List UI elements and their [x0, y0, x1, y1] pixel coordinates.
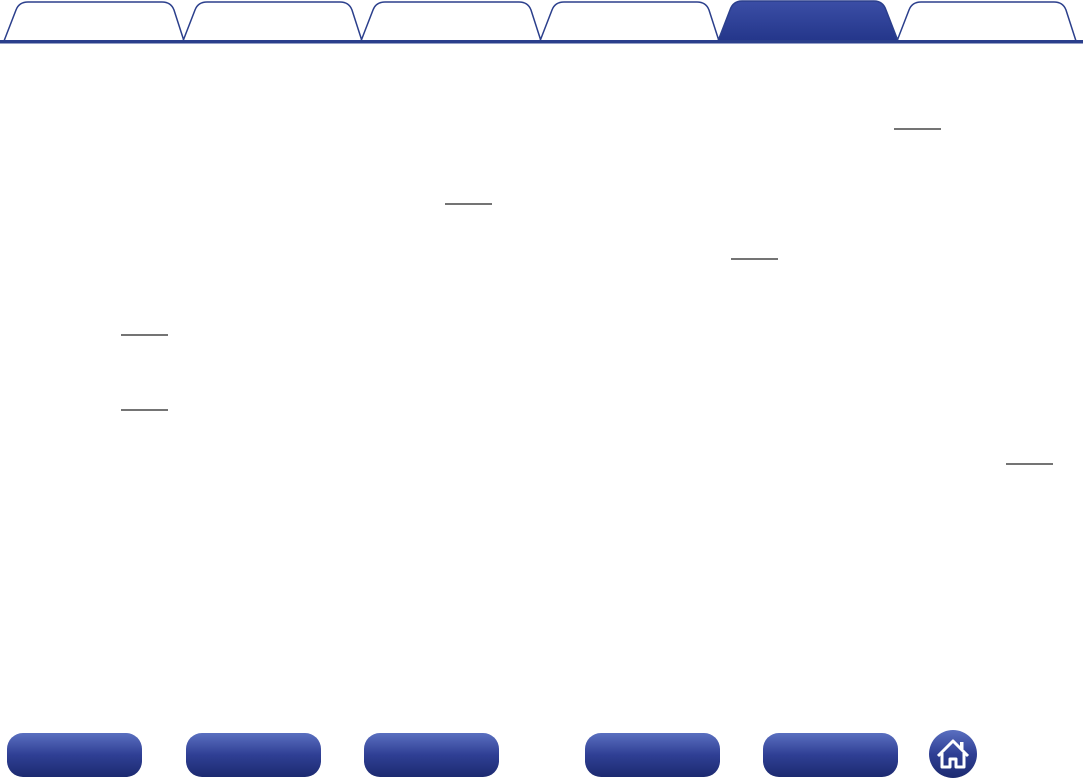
home-button[interactable] — [929, 730, 977, 778]
bottom-nav — [7, 730, 977, 778]
tab[interactable] — [895, 1, 1078, 42]
nav-button[interactable] — [186, 733, 321, 777]
home-chimney — [960, 742, 964, 749]
links — [121, 128, 1053, 465]
tab-active[interactable] — [716, 0, 900, 42]
tab[interactable] — [538, 1, 721, 42]
tab[interactable] — [359, 1, 543, 42]
nav-button[interactable] — [763, 733, 898, 777]
nav-button[interactable] — [7, 733, 142, 777]
tab-bar — [0, 0, 1083, 44]
home-circle — [929, 730, 977, 778]
nav-button[interactable] — [585, 733, 720, 777]
tab[interactable] — [181, 1, 364, 42]
home-icon — [936, 739, 970, 769]
tab[interactable] — [2, 1, 186, 42]
tab-underline — [0, 40, 1083, 44]
nav-button[interactable] — [364, 733, 499, 777]
